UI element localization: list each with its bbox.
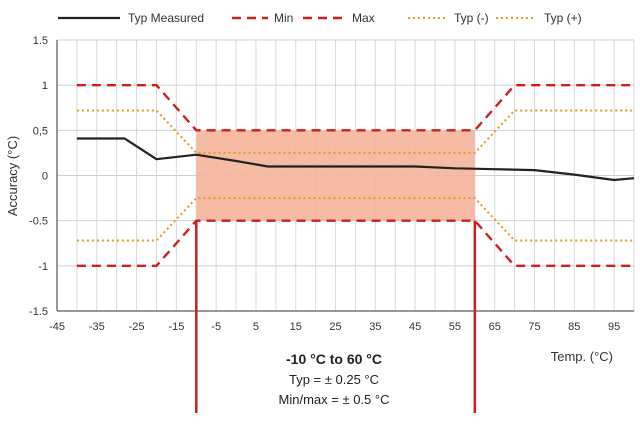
y-tick-label: -1 xyxy=(38,261,48,273)
y-tick-label: -0.5 xyxy=(29,216,48,228)
x-tick-label: -5 xyxy=(211,321,221,333)
x-tick-label: -15 xyxy=(168,321,184,333)
x-tick-label: 45 xyxy=(409,321,421,333)
x-tick-label: -45 xyxy=(49,321,65,333)
y-tick-label: 1 xyxy=(42,80,48,92)
x-tick-label: 55 xyxy=(449,321,461,333)
x-tick-label: 65 xyxy=(489,321,501,333)
series-typ xyxy=(76,197,634,242)
series-lines xyxy=(76,83,635,267)
operating-range-shade xyxy=(196,130,475,221)
x-tick-label: 95 xyxy=(608,321,620,333)
x-tick-label: 25 xyxy=(329,321,341,333)
series-typ xyxy=(76,109,634,154)
range-markers xyxy=(195,220,477,413)
y-tick-label: 0,5 xyxy=(33,125,48,137)
series-max xyxy=(76,83,634,132)
x-tick-label: 5 xyxy=(253,321,259,333)
legend-label-typ: Typ (-) xyxy=(454,11,489,25)
y-axis-label: Accuracy (°C) xyxy=(5,136,20,216)
series-typ-measured xyxy=(76,137,635,182)
legend-label-typ: Typ (+) xyxy=(544,11,582,25)
annotation-minmax: Min/max = ± 0.5 °C xyxy=(279,392,390,407)
x-tick-label: -25 xyxy=(129,321,145,333)
y-tick-label: 0 xyxy=(42,171,48,183)
x-tick-label: -35 xyxy=(89,321,105,333)
shaded-region xyxy=(196,130,475,221)
legend: Typ Measured Min Max Typ (-) Typ (+) xyxy=(58,11,582,25)
legend-label-max: Max xyxy=(352,11,375,25)
x-tick-label: 35 xyxy=(369,321,381,333)
x-tick-label: 15 xyxy=(290,321,302,333)
axes xyxy=(56,40,634,312)
x-axis-label: Temp. (°C) xyxy=(551,349,613,364)
series-min xyxy=(76,219,634,267)
x-tick-label: 75 xyxy=(528,321,540,333)
annotation-title: -10 °C to 60 °C xyxy=(286,351,382,367)
x-tick-label: 85 xyxy=(568,321,580,333)
legend-label-typ-measured: Typ Measured xyxy=(128,11,204,25)
tick-labels: -45 -35 -25 -15 -5 5 15 25 35 45 55 65 75 85 95 1.5 1 0,5… xyxy=(29,35,620,333)
y-tick-label: 1.5 xyxy=(33,35,48,47)
y-tick-label: -1.5 xyxy=(29,306,48,318)
annotation-typ: Typ = ± 0.25 °C xyxy=(289,372,379,387)
legend-label-min: Min xyxy=(274,11,293,25)
